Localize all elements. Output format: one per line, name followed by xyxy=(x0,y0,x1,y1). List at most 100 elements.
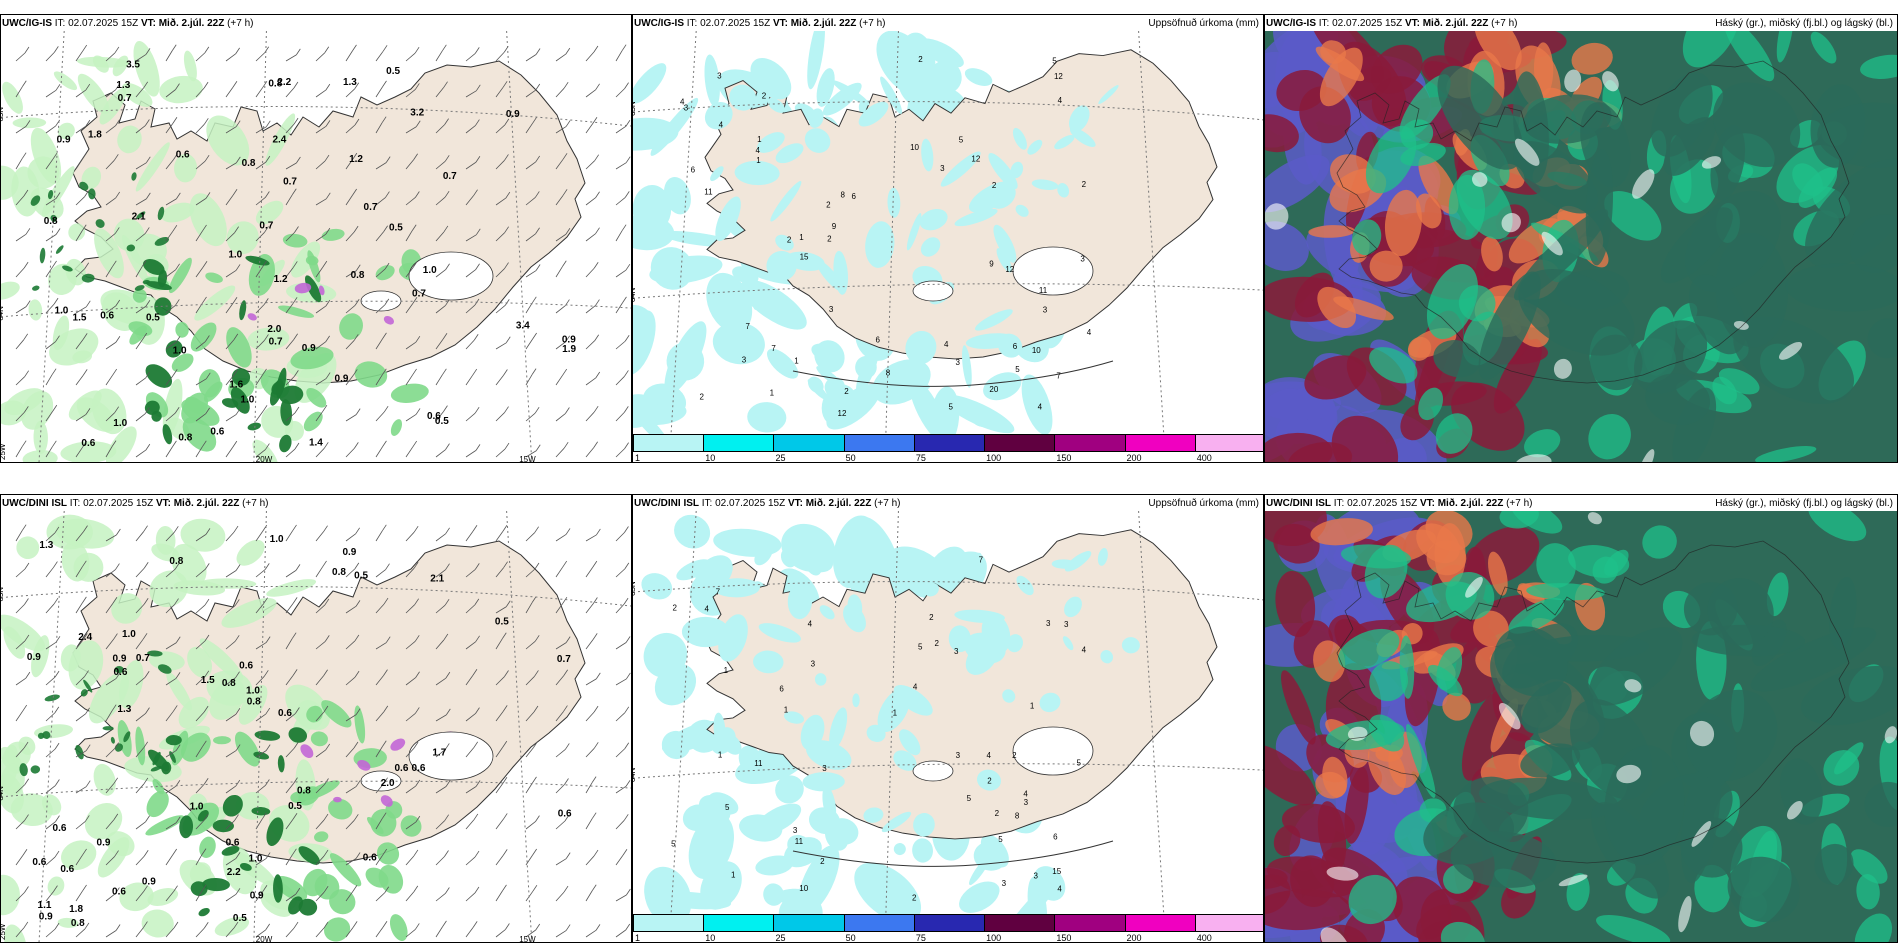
precip-value-label: 0.5 xyxy=(146,313,160,324)
accum-value-label: 4 xyxy=(1038,402,1043,411)
precip-value-label: 0.6 xyxy=(32,857,46,868)
accum-value-label: 12 xyxy=(838,409,847,418)
precip-value-label: 1.3 xyxy=(343,77,357,88)
precip-value-label: 2.0 xyxy=(381,778,395,789)
panel-subtitle: Háský (gr.), miðský (fj.bl.) og lágský (… xyxy=(1715,18,1893,29)
accum-value-label: 3 xyxy=(940,164,945,173)
accum-value-label: 4 xyxy=(944,340,949,349)
colorbar-swatch xyxy=(913,914,986,932)
accum-value-label: 10 xyxy=(799,884,808,893)
colorbar: 1 10 25 50 75 100 150 200 400 xyxy=(633,434,1263,462)
accum-value-label: 4 xyxy=(1082,646,1087,655)
accum-value-label: 2 xyxy=(1012,751,1017,760)
colorbar-tick: 150 xyxy=(1056,453,1072,463)
colorbar-swatch xyxy=(773,434,845,452)
precip-value-label: 0.7 xyxy=(557,654,571,665)
colorbar-swatch xyxy=(1124,914,1196,932)
accum-value-label: 3 xyxy=(1002,879,1007,888)
grid-label: 64N xyxy=(633,767,637,782)
colorbar-swatch xyxy=(843,434,915,452)
accum-value-label: 1 xyxy=(799,233,804,242)
title-step: (+7 h) xyxy=(1503,498,1533,509)
precip-value-label: 0.9 xyxy=(27,652,41,663)
accum-value-label: 12 xyxy=(1054,72,1063,81)
colorbar-swatch xyxy=(984,434,1056,452)
colorbar-tick: 100 xyxy=(986,453,1002,463)
accum-value-label: 10 xyxy=(910,143,919,152)
accum-value-label: 5 xyxy=(671,840,676,849)
title-model: UWC/IG-IS xyxy=(2,18,52,29)
precip-value-label: 0.6 xyxy=(558,808,572,819)
accum-value-label: 1 xyxy=(757,135,762,144)
precip-value-label: 0.6 xyxy=(60,864,74,875)
accum-value-label: 5 xyxy=(1077,758,1082,767)
precip-value-label: 2.0 xyxy=(267,324,281,335)
title-vt: VT: Mið. 2.júl. 22Z xyxy=(1419,498,1504,509)
grid-label: 64N xyxy=(633,287,637,302)
accum-value-label: 3 xyxy=(954,647,959,656)
accum-value-label: 20 xyxy=(989,385,998,394)
accum-value-label: 2 xyxy=(827,235,832,244)
accum-value-label: 5 xyxy=(998,835,1003,844)
precip-value-label: 1.0 xyxy=(240,394,254,405)
accum-value-label: 3 xyxy=(956,358,961,367)
precip-value-label: 1.8 xyxy=(69,904,83,915)
colorbar-tick: 150 xyxy=(1056,933,1072,943)
colorbar-swatch xyxy=(773,914,845,932)
precip-value-label: 1.0 xyxy=(54,306,68,317)
precip-value-label: 0.9 xyxy=(142,876,156,887)
panel-title: UWC/DINI ISL IT: 02.07.2025 15Z VT: Mið.… xyxy=(1266,498,1533,509)
precip-value-label: 0.8 xyxy=(268,78,282,89)
precip-value-label: 0.5 xyxy=(288,801,302,812)
precip-value-label: 0.9 xyxy=(302,343,316,354)
panel-clouds-dini: UWC/DINI ISL IT: 02.07.2025 15Z VT: Mið.… xyxy=(1264,494,1898,943)
accum-value-label: 5 xyxy=(967,794,972,803)
wind-barbs xyxy=(15,524,631,938)
title-step: (+7 h) xyxy=(239,498,269,509)
title-it: IT: 02.07.2025 15Z xyxy=(67,498,156,509)
colorbar-swatch xyxy=(703,914,775,932)
title-step: (+7 h) xyxy=(1488,18,1518,29)
title-it: IT: 02.07.2025 15Z xyxy=(684,18,773,29)
precip-value-label: 0.5 xyxy=(354,570,368,581)
accum-value-label: 12 xyxy=(971,154,980,163)
accum-value-label: 2 xyxy=(762,91,767,100)
accum-value-label: 5 xyxy=(725,803,730,812)
grid-label: 25W xyxy=(1,923,7,940)
precip-value-label: 0.6 xyxy=(363,853,377,864)
accum-value-label: 4 xyxy=(1023,789,1028,798)
accum-value-label: 2 xyxy=(820,857,825,866)
precip-value-label: 0.5 xyxy=(435,416,449,427)
panel-title: UWC/DINI ISL IT: 02.07.2025 15Z VT: Mið.… xyxy=(634,498,901,509)
precip-value-label: 0.6 xyxy=(427,411,441,422)
precip-value-label: 2.4 xyxy=(272,135,286,146)
accum-value-label: 4 xyxy=(986,751,991,760)
precip-value-label: 1.0 xyxy=(228,249,242,260)
grid-label: 20W xyxy=(256,455,273,463)
accum-value-label: 4 xyxy=(808,619,813,628)
accum-value-label: 8 xyxy=(886,369,891,378)
panel-precip-wind-igis: UWC/IG-IS IT: 02.07.2025 15Z VT: Mið. 2.… xyxy=(0,14,632,463)
precip-value-label: 0.6 xyxy=(226,837,240,848)
accum-value-label: 9 xyxy=(989,259,994,268)
panel-subtitle: Uppsöfnuð úrkoma (mm) xyxy=(1148,498,1259,509)
precip-value-label: 1.4 xyxy=(309,438,323,449)
accum-value-label: 8 xyxy=(841,191,846,200)
precip-value-label: 0.8 xyxy=(297,786,311,797)
graticule: 65N 64N xyxy=(633,511,1263,916)
accum-value-label: 3 xyxy=(811,660,816,669)
colorbar-tick: 400 xyxy=(1196,933,1212,943)
accum-value-label: 2 xyxy=(912,893,917,902)
cloud-cover-map xyxy=(1265,31,1897,462)
panel-subtitle: Uppsöfnuð úrkoma (mm) xyxy=(1148,18,1259,29)
accum-value-label: 7 xyxy=(745,322,750,331)
accum-value-label: 1 xyxy=(756,156,761,165)
precip-value-label: 0.6 xyxy=(176,149,190,160)
precip-value-label: 1.0 xyxy=(270,534,284,545)
precip-value-label: 2.1 xyxy=(132,211,146,222)
panel-subtitle: Háský (gr.), miðský (fj.bl.) og lágský (… xyxy=(1715,498,1893,509)
colorbar-tick: 50 xyxy=(845,453,856,463)
precip-value-label: 0.5 xyxy=(495,617,509,628)
accum-value-label: 3 xyxy=(717,72,722,81)
